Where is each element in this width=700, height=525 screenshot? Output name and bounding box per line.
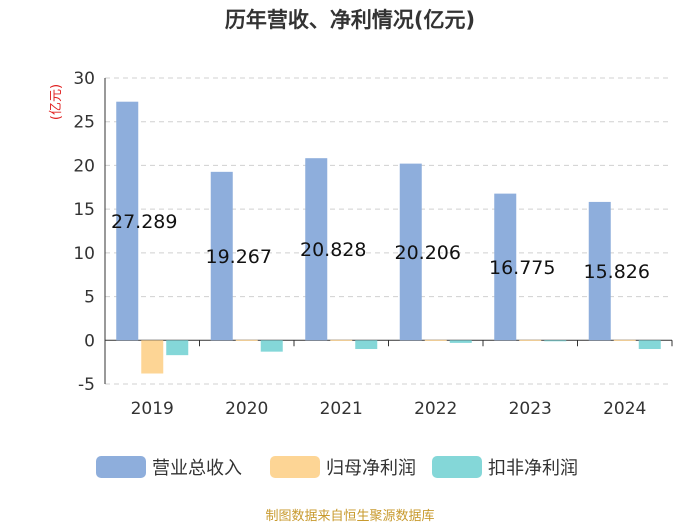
bar-net-profit (235, 339, 258, 341)
bar-net-profit (519, 339, 542, 341)
bar-revenue (116, 101, 139, 341)
x-category-label: 2021 (320, 399, 363, 419)
data-label-revenue: 27.289 (111, 211, 177, 233)
data-label-revenue: 16.775 (489, 257, 555, 279)
bar-revenue (494, 193, 517, 341)
source-note: 制图数据来自恒生聚源数据库 (265, 508, 434, 524)
legend-label: 归母净利润 (326, 458, 416, 479)
legend: 营业总收入 归母净利润 扣非净利润 (96, 456, 578, 479)
x-category-label: 2020 (225, 399, 268, 419)
bar-deducted-net-profit (544, 340, 567, 342)
chart-title: 历年营收、净利情况(亿元) (225, 8, 475, 32)
legend-item: 扣非净利润 (432, 456, 578, 479)
y-tick-label: 15 (73, 200, 95, 220)
bar-deducted-net-profit (449, 340, 472, 343)
legend-label: 营业总收入 (152, 458, 242, 479)
y-tick-label: 20 (73, 156, 95, 176)
bar-deducted-net-profit (355, 340, 378, 350)
gridlines (105, 77, 672, 385)
bar-net-profit (613, 339, 636, 341)
y-tick-label: 10 (73, 244, 95, 264)
y-tick-label: -5 (78, 375, 95, 395)
bar-deducted-net-profit (638, 340, 661, 350)
bar-net-profit (424, 339, 447, 341)
bars (116, 101, 661, 374)
bar-revenue (305, 158, 328, 341)
data-label-revenue: 15.826 (584, 261, 650, 283)
legend-label: 扣非净利润 (488, 458, 578, 479)
data-label-revenue: 20.828 (300, 239, 366, 261)
data-label-revenue: 19.267 (206, 246, 272, 268)
bar-revenue (399, 163, 422, 341)
data-label-revenue: 20.206 (395, 242, 461, 264)
y-tick-label: 0 (84, 331, 95, 351)
legend-swatch (270, 456, 320, 478)
legend-item: 营业总收入 (96, 456, 242, 479)
legend-swatch (96, 456, 146, 478)
x-category-label: 2019 (131, 399, 174, 419)
axes: -5 0 5 10 15 20 25 30 2019 2020 2021 2022 2023 2024 (73, 69, 673, 419)
x-category-label: 2024 (603, 399, 646, 419)
bar-net-profit (141, 340, 164, 374)
bar-deducted-net-profit (166, 340, 189, 356)
x-category-label: 2022 (414, 399, 457, 419)
bar-deducted-net-profit (260, 340, 283, 352)
legend-swatch (432, 456, 482, 478)
y-tick-label: 5 (84, 288, 95, 308)
bar-net-profit (330, 339, 353, 341)
y-tick-label: 30 (73, 69, 95, 89)
y-axis-unit-label: (亿元) (49, 84, 64, 120)
legend-item: 归母净利润 (270, 456, 416, 479)
data-labels: 27.289 19.267 20.828 20.206 16.775 15.826 (111, 211, 650, 283)
bar-revenue (210, 171, 233, 341)
x-category-label: 2023 (509, 399, 552, 419)
y-tick-label: 25 (73, 113, 95, 133)
bar-revenue (588, 201, 611, 341)
